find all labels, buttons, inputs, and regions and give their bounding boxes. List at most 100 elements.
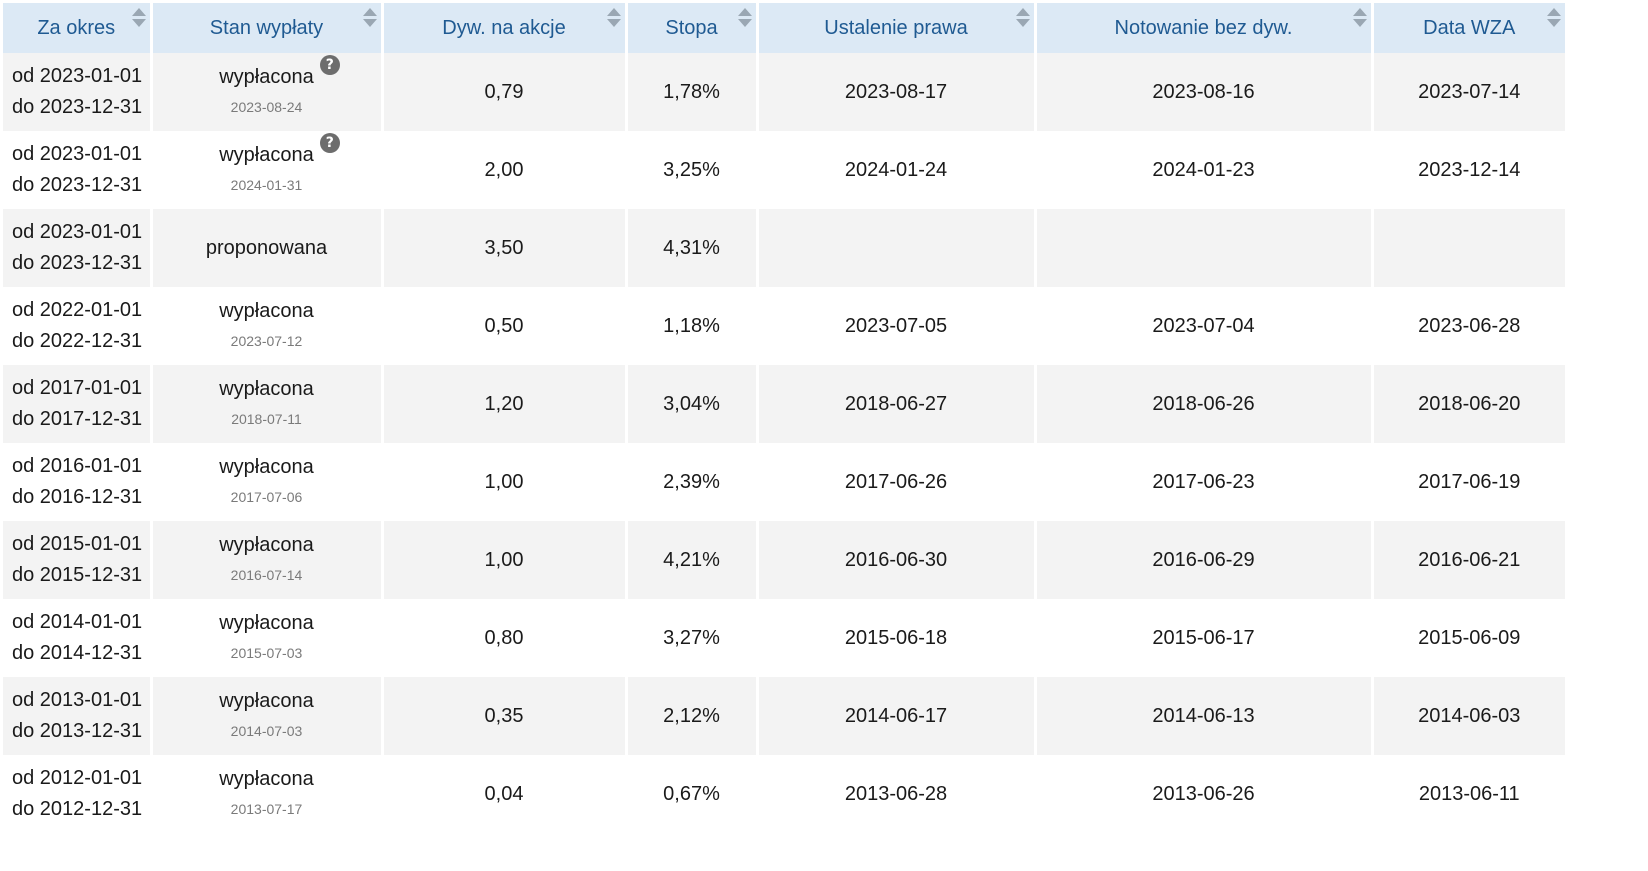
- table-row: od 2023-01-01 do 2023-12-31 proponowana …: [3, 209, 1565, 287]
- record-date-cell: 2015-06-18: [757, 599, 1037, 677]
- agm-date-cell: 2023-07-14: [1372, 53, 1565, 131]
- column-header-status[interactable]: Stan wypłaty: [151, 3, 384, 53]
- yield-cell: 4,21%: [626, 521, 759, 599]
- ex-date-cell: 2016-06-29: [1035, 521, 1374, 599]
- period-cell: od 2015-01-01 do 2015-12-31: [3, 521, 153, 599]
- yield-cell: 1,78%: [626, 53, 759, 131]
- period-cell: od 2023-01-01 do 2023-12-31: [3, 209, 153, 287]
- dividend-cell: 1,00: [382, 521, 628, 599]
- status-cell: wypłacona 2015-07-03: [151, 599, 384, 677]
- column-header-label: Dyw. na akcje: [442, 16, 566, 39]
- status-label: wypłacona: [219, 456, 314, 478]
- period-cell: od 2022-01-01 do 2022-12-31: [3, 287, 153, 365]
- column-header-label: Ustalenie prawa: [824, 16, 968, 39]
- period-from: od 2013-01-01: [12, 689, 143, 711]
- period-to: do 2016-12-31: [12, 486, 143, 508]
- column-header-ex-date[interactable]: Notowanie bez dyw.: [1035, 3, 1374, 53]
- sort-icon[interactable]: [1352, 8, 1367, 30]
- column-header-dividend[interactable]: Dyw. na akcje: [382, 3, 628, 53]
- yield-cell: 2,39%: [626, 443, 759, 521]
- sort-icon[interactable]: [737, 8, 752, 30]
- status-label: wypłacona: [219, 144, 314, 166]
- period-from: od 2017-01-01: [12, 377, 143, 399]
- status-label: wypłacona: [219, 612, 314, 634]
- agm-date-cell: 2023-06-28: [1372, 287, 1565, 365]
- column-header-record-date[interactable]: Ustalenie prawa: [757, 3, 1037, 53]
- column-header-period[interactable]: Za okres: [3, 3, 153, 53]
- agm-date-cell: [1372, 209, 1565, 287]
- table-row: od 2022-01-01 do 2022-12-31 wypłacona 20…: [3, 287, 1565, 365]
- dividend-cell: 0,80: [382, 599, 628, 677]
- period-from: od 2012-01-01: [12, 767, 143, 789]
- period-cell: od 2013-01-01 do 2013-12-31: [3, 677, 153, 755]
- ex-date-cell: 2017-06-23: [1035, 443, 1374, 521]
- dividend-cell: 2,00: [382, 131, 628, 209]
- status-label: wypłacona: [219, 690, 314, 712]
- dividend-cell: 0,04: [382, 755, 628, 833]
- agm-date-cell: 2018-06-20: [1372, 365, 1565, 443]
- agm-date-cell: 2017-06-19: [1372, 443, 1565, 521]
- yield-cell: 4,31%: [626, 209, 759, 287]
- record-date-cell: 2023-08-17: [757, 53, 1037, 131]
- help-icon[interactable]: ?: [319, 55, 340, 75]
- record-date-cell: 2016-06-30: [757, 521, 1037, 599]
- period-to: do 2022-12-31: [12, 330, 143, 352]
- yield-cell: 0,67%: [626, 755, 759, 833]
- table-row: od 2016-01-01 do 2016-12-31 wypłacona 20…: [3, 443, 1565, 521]
- dividend-table-container: Za okres Stan wypłaty Dyw. na akcje Stop…: [3, 3, 1565, 833]
- yield-cell: 3,25%: [626, 131, 759, 209]
- sort-icon[interactable]: [362, 8, 377, 30]
- column-header-label: Za okres: [37, 16, 116, 39]
- status-label: proponowana: [205, 237, 328, 259]
- period-to: do 2017-12-31: [12, 408, 143, 430]
- table-row: od 2023-01-01 do 2023-12-31 wypłacona 20…: [3, 131, 1565, 209]
- column-header-label: Notowanie bez dyw.: [1114, 16, 1293, 39]
- period-from: od 2023-01-01: [12, 65, 143, 87]
- dividend-cell: 0,50: [382, 287, 628, 365]
- period-to: do 2013-12-31: [12, 720, 143, 742]
- status-label: wypłacona: [219, 768, 314, 790]
- record-date-cell: 2013-06-28: [757, 755, 1037, 833]
- sort-icon[interactable]: [1015, 8, 1030, 30]
- status-cell: wypłacona 2017-07-06: [151, 443, 384, 521]
- ex-date-cell: [1035, 209, 1374, 287]
- sort-icon[interactable]: [1547, 8, 1561, 30]
- status-date: 2023-08-24: [230, 99, 303, 115]
- period-to: do 2012-12-31: [12, 798, 143, 820]
- status-cell: wypłacona 2018-07-11: [151, 365, 384, 443]
- period-to: do 2023-12-31: [12, 174, 143, 196]
- ex-date-cell: 2015-06-17: [1035, 599, 1374, 677]
- period-to: do 2023-12-31: [12, 252, 143, 274]
- agm-date-cell: 2023-12-14: [1372, 131, 1565, 209]
- ex-date-cell: 2024-01-23: [1035, 131, 1374, 209]
- status-date: 2013-07-17: [230, 801, 303, 817]
- period-cell: od 2023-01-01 do 2023-12-31: [3, 53, 153, 131]
- period-cell: od 2012-01-01 do 2012-12-31: [3, 755, 153, 833]
- yield-cell: 3,04%: [626, 365, 759, 443]
- table-row: od 2017-01-01 do 2017-12-31 wypłacona 20…: [3, 365, 1565, 443]
- status-label: wypłacona: [219, 534, 314, 556]
- table-row: od 2015-01-01 do 2015-12-31 wypłacona 20…: [3, 521, 1565, 599]
- status-cell: wypłacona 2024-01-31 ?: [151, 131, 384, 209]
- status-cell: wypłacona 2023-07-12: [151, 287, 384, 365]
- period-cell: od 2014-01-01 do 2014-12-31: [3, 599, 153, 677]
- period-to: do 2015-12-31: [12, 564, 143, 586]
- period-from: od 2014-01-01: [12, 611, 143, 633]
- agm-date-cell: 2014-06-03: [1372, 677, 1565, 755]
- help-icon[interactable]: ?: [319, 133, 340, 153]
- ex-date-cell: 2023-08-16: [1035, 53, 1374, 131]
- status-cell: wypłacona 2014-07-03: [151, 677, 384, 755]
- ex-date-cell: 2014-06-13: [1035, 677, 1374, 755]
- sort-icon[interactable]: [606, 8, 621, 30]
- status-date: 2018-07-11: [231, 411, 302, 427]
- status-label: wypłacona: [219, 378, 314, 400]
- dividend-cell: 0,35: [382, 677, 628, 755]
- column-header-label: Stopa: [665, 16, 718, 39]
- column-header-agm-date[interactable]: Data WZA: [1372, 3, 1565, 53]
- yield-cell: 2,12%: [626, 677, 759, 755]
- sort-icon[interactable]: [131, 8, 146, 30]
- status-date: 2016-07-14: [230, 567, 303, 583]
- period-from: od 2016-01-01: [12, 455, 143, 477]
- column-header-yield[interactable]: Stopa: [626, 3, 759, 53]
- status-cell: wypłacona 2013-07-17: [151, 755, 384, 833]
